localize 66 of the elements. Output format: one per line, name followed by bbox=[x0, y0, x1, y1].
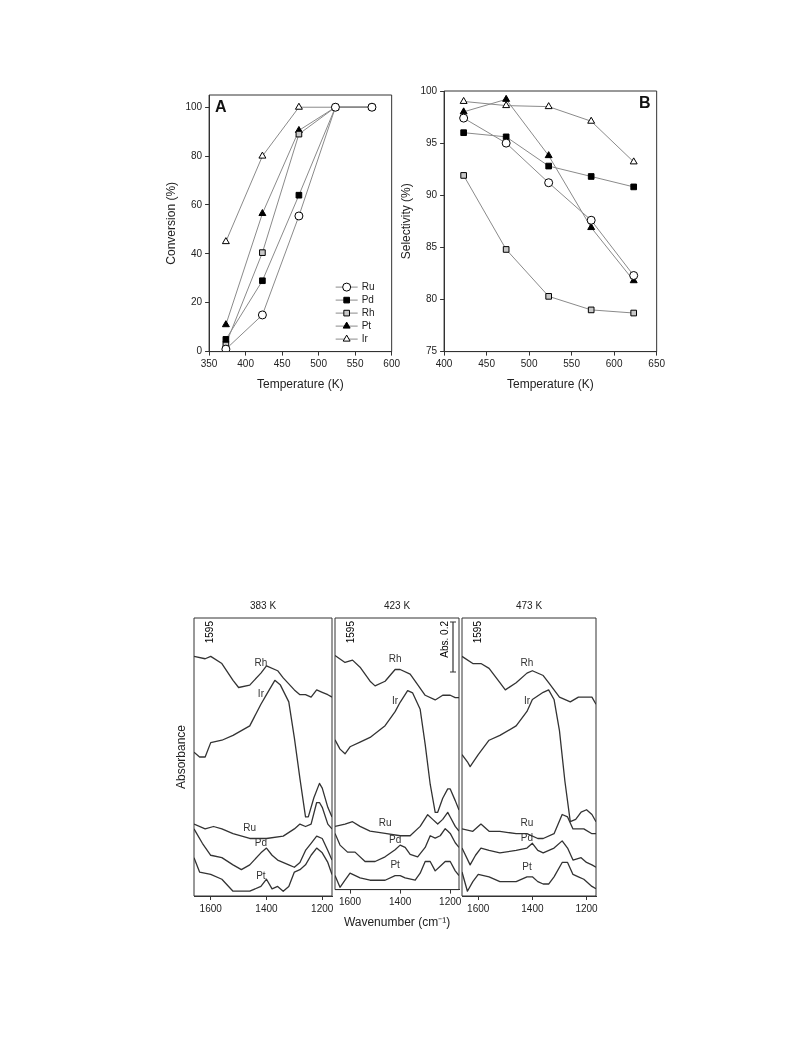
x-tick-label: 1400 bbox=[389, 896, 412, 908]
text: 1595 bbox=[203, 620, 215, 644]
series-label: Ru bbox=[520, 817, 534, 829]
y-tick-label: 0 bbox=[196, 345, 203, 357]
annotation: Abs. 0.2 bbox=[438, 620, 450, 658]
y-axis-title: Conversion (%) bbox=[163, 181, 178, 265]
legend-label: Pt bbox=[361, 319, 372, 331]
y-tick-label: 20 bbox=[190, 296, 203, 308]
x-tick-label: 1600 bbox=[467, 902, 490, 914]
legend-label: Pd bbox=[361, 293, 374, 305]
annotation: A bbox=[215, 98, 228, 116]
series-label: Pt bbox=[256, 870, 266, 882]
y-tick-label: 80 bbox=[425, 293, 438, 305]
series-label: Ir bbox=[523, 695, 531, 707]
series-label: Ru bbox=[378, 817, 392, 829]
x-tick-label: 1600 bbox=[199, 902, 223, 914]
x-tick-label: 600 bbox=[383, 358, 401, 370]
text: 1595 bbox=[471, 620, 483, 644]
x-tick-label: 1200 bbox=[311, 902, 334, 914]
series-label: Rh bbox=[520, 656, 534, 668]
series-label: Ir bbox=[257, 688, 265, 700]
chart-title: 423 K bbox=[383, 599, 411, 611]
x-tick-label: 600 bbox=[605, 358, 623, 370]
y-tick-label: 90 bbox=[425, 188, 438, 200]
legend-label: Rh bbox=[361, 306, 375, 318]
x-tick-label: 1400 bbox=[255, 902, 279, 914]
y-axis-title: Absorbance bbox=[174, 724, 189, 790]
y-tick-label: 100 bbox=[420, 84, 438, 96]
x-tick-label: 400 bbox=[237, 358, 255, 370]
legend-label: Ru bbox=[361, 280, 375, 292]
x-axis-title: Temperature (K) bbox=[257, 377, 344, 392]
series-label: Pt bbox=[522, 860, 532, 872]
x-tick-label: 450 bbox=[478, 358, 496, 370]
x-tick-label: 1200 bbox=[575, 902, 599, 914]
text: 1595 bbox=[344, 620, 356, 644]
y-tick-label: 40 bbox=[190, 247, 203, 259]
x-tick-label: 550 bbox=[346, 358, 364, 370]
series-label: Ir bbox=[392, 695, 399, 707]
y-tick-label: 60 bbox=[190, 198, 203, 210]
y-axis-title: Selectivity (%) bbox=[398, 183, 413, 260]
series-label: Pd bbox=[389, 833, 402, 845]
y-tick-label: 75 bbox=[425, 345, 438, 357]
x-tick-label: 500 bbox=[310, 358, 328, 370]
series-label: Rh bbox=[388, 653, 402, 665]
annotation: B bbox=[639, 94, 651, 112]
x-tick-label: 500 bbox=[520, 358, 538, 370]
y-tick-label: 100 bbox=[185, 100, 203, 112]
x-tick-label: 1400 bbox=[521, 902, 544, 914]
x-axis-title: Wavenumber (cm⁻¹) bbox=[343, 915, 451, 930]
x-tick-label: 450 bbox=[273, 358, 291, 370]
series-label: Pt bbox=[390, 859, 401, 871]
x-tick-label: 1200 bbox=[439, 896, 462, 908]
series-label: Rh bbox=[254, 656, 268, 668]
chart-title: 473 K bbox=[515, 599, 543, 611]
chart-title: 383 K bbox=[249, 599, 277, 611]
x-axis-title: Temperature (K) bbox=[507, 377, 594, 392]
x-tick-label: 650 bbox=[648, 358, 666, 370]
x-tick-label: 400 bbox=[435, 358, 453, 370]
y-tick-label: 95 bbox=[425, 136, 438, 148]
y-tick-label: 80 bbox=[190, 149, 203, 161]
series-label: Ru bbox=[243, 822, 257, 834]
x-tick-label: 1600 bbox=[338, 896, 362, 908]
x-tick-label: 550 bbox=[563, 358, 581, 370]
x-tick-label: 350 bbox=[200, 358, 218, 370]
legend-label: Ir bbox=[361, 332, 369, 344]
y-tick-label: 85 bbox=[425, 241, 438, 253]
